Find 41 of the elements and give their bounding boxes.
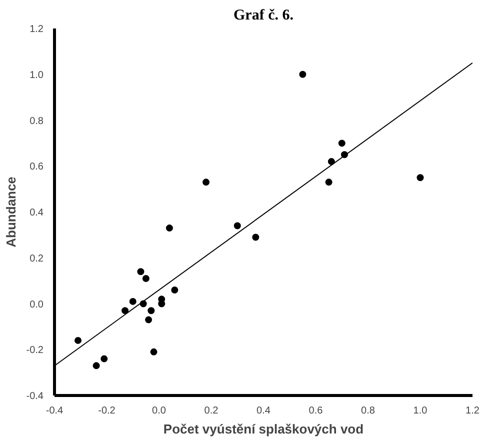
point: [145, 316, 152, 324]
x-tick-label: 1.0: [413, 406, 428, 416]
y-tick-label: 1.0: [30, 70, 44, 81]
point: [338, 140, 346, 147]
y-tick-label: -0.2: [26, 345, 44, 356]
point: [171, 286, 178, 294]
point: [122, 307, 129, 314]
y-tick-label: 0.4: [30, 208, 44, 218]
point: [202, 178, 210, 186]
point: [325, 178, 332, 186]
x-tick-label: -0.4: [46, 406, 64, 416]
y-axis-title: Abundance: [3, 176, 18, 248]
y-tick-label: 0.8: [30, 116, 44, 127]
chart-title: Graf č. 6.: [234, 8, 294, 24]
x-tick-label: 0.8: [361, 406, 376, 416]
y-tick-label: 0.6: [30, 162, 44, 173]
point: [150, 348, 158, 356]
y-tick-label: -0.4: [26, 391, 44, 402]
x-axis-title: Počet vyústění splaškových vod: [163, 422, 364, 436]
point: [234, 222, 241, 230]
x-tick-label: 0.0: [152, 406, 166, 416]
point: [148, 307, 155, 314]
point: [100, 355, 108, 362]
y-tick-label: 0.2: [30, 253, 44, 264]
point: [299, 70, 306, 78]
point: [92, 362, 100, 370]
point: [137, 268, 144, 276]
point: [142, 275, 150, 282]
point: [328, 158, 335, 166]
point: [129, 298, 136, 305]
y-tick-label: 0.0: [30, 299, 44, 310]
point: [74, 336, 82, 344]
x-tick-label: 0.2: [204, 406, 219, 416]
x-tick-label: -0.2: [98, 406, 116, 416]
point: [252, 234, 260, 241]
x-tick-label: 1.2: [466, 406, 480, 416]
x-tick-label: 0.4: [256, 406, 271, 416]
y-tick-label: 1.2: [30, 24, 44, 35]
point: [166, 224, 173, 232]
point: [416, 174, 424, 182]
x-tick-label: 0.6: [308, 406, 324, 416]
